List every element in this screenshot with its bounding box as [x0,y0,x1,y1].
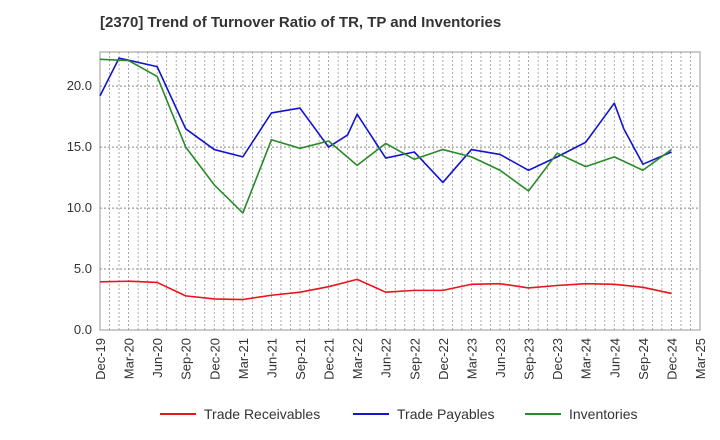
plot-frame [99,51,701,331]
y-tick-label: 5.0 [74,261,92,276]
x-axis: Dec-19 Mar-20 Jun-20 Sep-20 Dec-20 Mar-21 Jun-… [93,338,708,380]
series-line-inventories [99,58,672,214]
chart-title: [2370] Trend of Turnover Ratio of TR, TP… [100,14,502,31]
legend-label: Trade Payables [397,406,495,422]
y-tick-label: 20.0 [67,78,92,93]
x-tick-label: Mar-21 [236,338,251,379]
x-tick-label: Dec-19 [93,338,108,380]
x-tick-label: Dec-21 [322,338,337,380]
x-tick-label: Jun-23 [493,338,508,378]
x-tick-label: Dec-22 [436,338,451,380]
x-tick-label: Mar-24 [579,338,594,379]
x-tick-label: Sep-22 [407,338,422,380]
series-line-trade-receivables [99,278,672,301]
x-tick-label: Mar-23 [464,338,479,379]
x-tick-label: Jun-21 [264,338,279,378]
x-tick-label: Jun-24 [607,338,622,378]
legend-label: Inventories [569,406,637,422]
series-line-trade-payables [99,57,672,184]
x-tick-label: Sep-20 [179,338,194,380]
y-tick-label: 10.0 [67,200,92,215]
x-tick-label: Dec-23 [550,338,565,380]
x-tick-label: Sep-23 [522,338,537,380]
x-tick-label: Sep-21 [293,338,308,380]
series-lines [99,57,672,301]
x-tick-label: Dec-24 [664,338,679,380]
y-axis: 0.0 5.0 10.0 15.0 20.0 [67,78,92,337]
legend-label: Trade Receivables [204,406,320,422]
grid [100,52,700,330]
x-tick-label: Mar-22 [350,338,365,379]
x-tick-label: Sep-24 [636,338,651,380]
x-tick-label: Mar-20 [122,338,137,379]
x-tick-label: Jun-22 [379,338,394,378]
x-tick-label: Dec-20 [207,338,222,380]
y-tick-label: 0.0 [74,322,92,337]
x-tick-label: Mar-25 [693,338,708,379]
legend: Trade Receivables Trade Payables Inventori… [160,406,637,422]
x-tick-label: Jun-20 [150,338,165,378]
y-tick-label: 15.0 [67,139,92,154]
